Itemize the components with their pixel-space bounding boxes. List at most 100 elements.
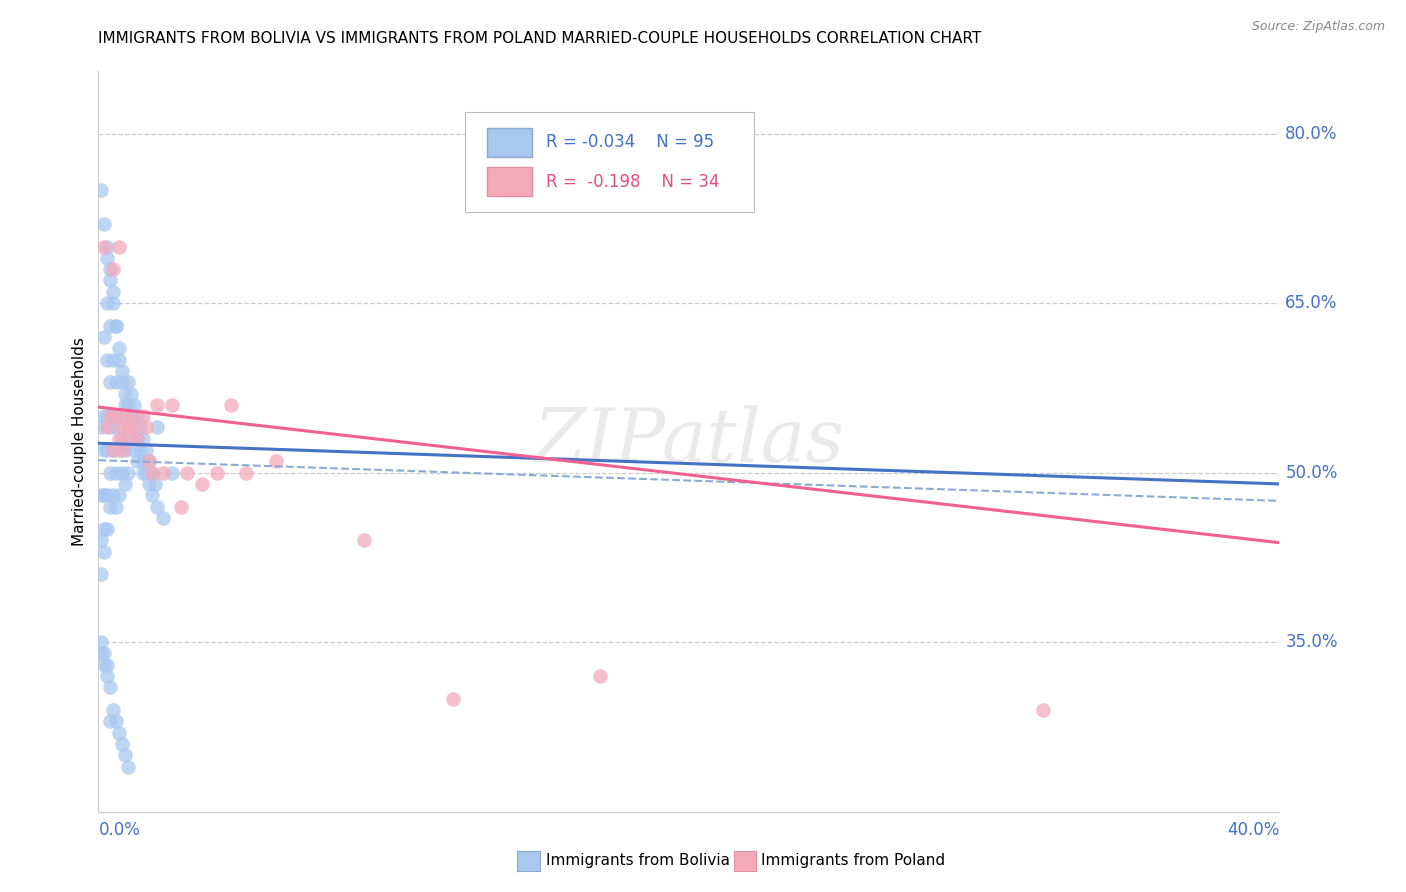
FancyBboxPatch shape — [486, 128, 531, 157]
Point — [122, 420, 145, 434]
Point — [103, 488, 125, 502]
Point — [108, 341, 131, 355]
Text: 50.0%: 50.0% — [1285, 464, 1337, 482]
Text: 65.0%: 65.0% — [1285, 294, 1337, 312]
Point — [105, 466, 128, 480]
Point — [138, 454, 160, 468]
Text: Source: ZipAtlas.com: Source: ZipAtlas.com — [1251, 20, 1385, 33]
Point — [108, 239, 131, 253]
Point — [114, 477, 136, 491]
Point — [235, 466, 257, 480]
Text: IMMIGRANTS FROM BOLIVIA VS IMMIGRANTS FROM POLAND MARRIED-COUPLE HOUSEHOLDS CORR: IMMIGRANTS FROM BOLIVIA VS IMMIGRANTS FR… — [98, 31, 981, 46]
Point — [98, 262, 121, 277]
Point — [96, 522, 118, 536]
Point — [96, 352, 118, 367]
Point — [108, 352, 131, 367]
Point — [162, 398, 183, 412]
FancyBboxPatch shape — [486, 167, 531, 196]
Point — [162, 466, 183, 480]
Text: Immigrants from Poland: Immigrants from Poland — [761, 854, 945, 868]
Point — [105, 318, 128, 333]
Point — [122, 420, 145, 434]
Point — [117, 375, 139, 389]
Point — [111, 443, 134, 458]
Point — [143, 477, 166, 491]
Point — [132, 466, 155, 480]
Point — [170, 500, 193, 514]
Text: 0.0%: 0.0% — [98, 822, 141, 839]
Point — [103, 409, 125, 423]
Point — [108, 725, 131, 739]
Point — [105, 375, 128, 389]
Point — [128, 443, 150, 458]
Point — [120, 409, 142, 423]
Point — [141, 488, 163, 502]
Point — [132, 454, 155, 468]
Point — [96, 669, 118, 683]
Point — [103, 443, 125, 458]
Point — [96, 239, 118, 253]
Point — [117, 420, 139, 434]
Point — [111, 466, 134, 480]
Point — [93, 409, 115, 423]
Point — [219, 398, 242, 412]
Point — [146, 398, 169, 412]
Point — [128, 420, 150, 434]
Point — [111, 420, 134, 434]
Text: 35.0%: 35.0% — [1285, 633, 1339, 651]
Point — [138, 477, 160, 491]
Point — [135, 466, 157, 480]
Point — [98, 681, 121, 695]
Point — [96, 420, 118, 434]
Point — [122, 443, 145, 458]
Point — [93, 443, 115, 458]
Point — [96, 443, 118, 458]
Point — [93, 522, 115, 536]
Point — [441, 691, 464, 706]
Point — [125, 454, 148, 468]
Point — [111, 737, 134, 751]
FancyBboxPatch shape — [464, 112, 754, 212]
Point — [120, 432, 142, 446]
Point — [98, 714, 121, 729]
Point — [93, 657, 115, 672]
Point — [117, 466, 139, 480]
Point — [103, 352, 125, 367]
Point — [96, 409, 118, 423]
Point — [353, 533, 375, 548]
Point — [117, 420, 139, 434]
Point — [90, 533, 112, 548]
Point — [90, 183, 112, 197]
Point — [90, 647, 112, 661]
Point — [98, 375, 121, 389]
Point — [98, 273, 121, 287]
Point — [114, 386, 136, 401]
Point — [135, 443, 157, 458]
Point — [125, 432, 148, 446]
Point — [1032, 703, 1054, 717]
Point — [132, 432, 155, 446]
Point — [96, 488, 118, 502]
Point — [108, 488, 131, 502]
Text: R = -0.034    N = 95: R = -0.034 N = 95 — [546, 134, 714, 152]
Point — [96, 251, 118, 265]
Point — [105, 500, 128, 514]
Point — [191, 477, 214, 491]
Point — [152, 466, 174, 480]
Text: 80.0%: 80.0% — [1285, 125, 1337, 143]
Point — [117, 432, 139, 446]
Point — [96, 296, 118, 310]
Point — [589, 669, 612, 683]
Y-axis label: Married-couple Households: Married-couple Households — [72, 337, 87, 546]
Point — [117, 759, 139, 773]
Point — [105, 714, 128, 729]
Point — [90, 635, 112, 649]
Point — [105, 318, 128, 333]
Point — [90, 420, 112, 434]
Point — [98, 409, 121, 423]
Point — [132, 409, 155, 423]
Point — [114, 398, 136, 412]
Point — [146, 420, 169, 434]
Point — [152, 511, 174, 525]
Text: Immigrants from Bolivia: Immigrants from Bolivia — [546, 854, 730, 868]
